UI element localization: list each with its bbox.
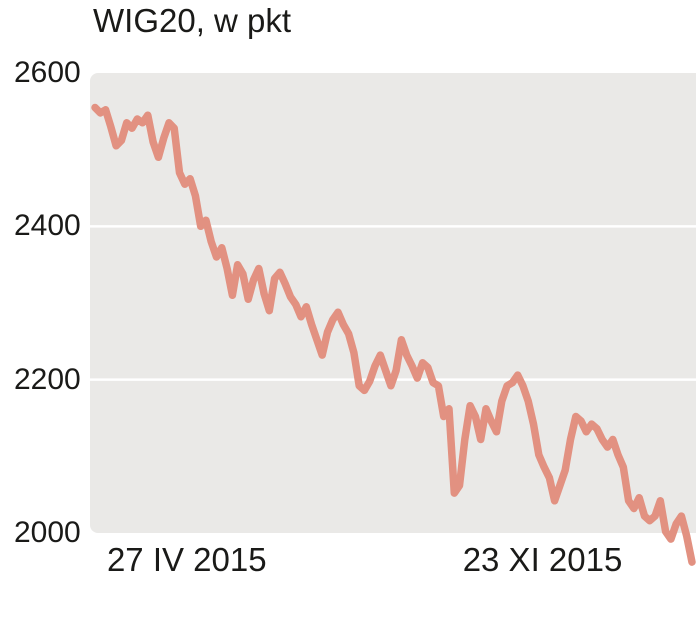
plot-area <box>90 73 696 533</box>
y-tick-label: 2200 <box>14 362 81 396</box>
y-tick-label: 2000 <box>14 516 81 549</box>
chart-title: WIG20, w pkt <box>93 2 292 39</box>
y-tick-label: 2400 <box>14 209 81 243</box>
x-tick-label: 27 IV 2015 <box>106 541 267 578</box>
x-tick-label: 23 XI 2015 <box>462 541 623 578</box>
y-tick-label: 2600 <box>14 56 81 89</box>
